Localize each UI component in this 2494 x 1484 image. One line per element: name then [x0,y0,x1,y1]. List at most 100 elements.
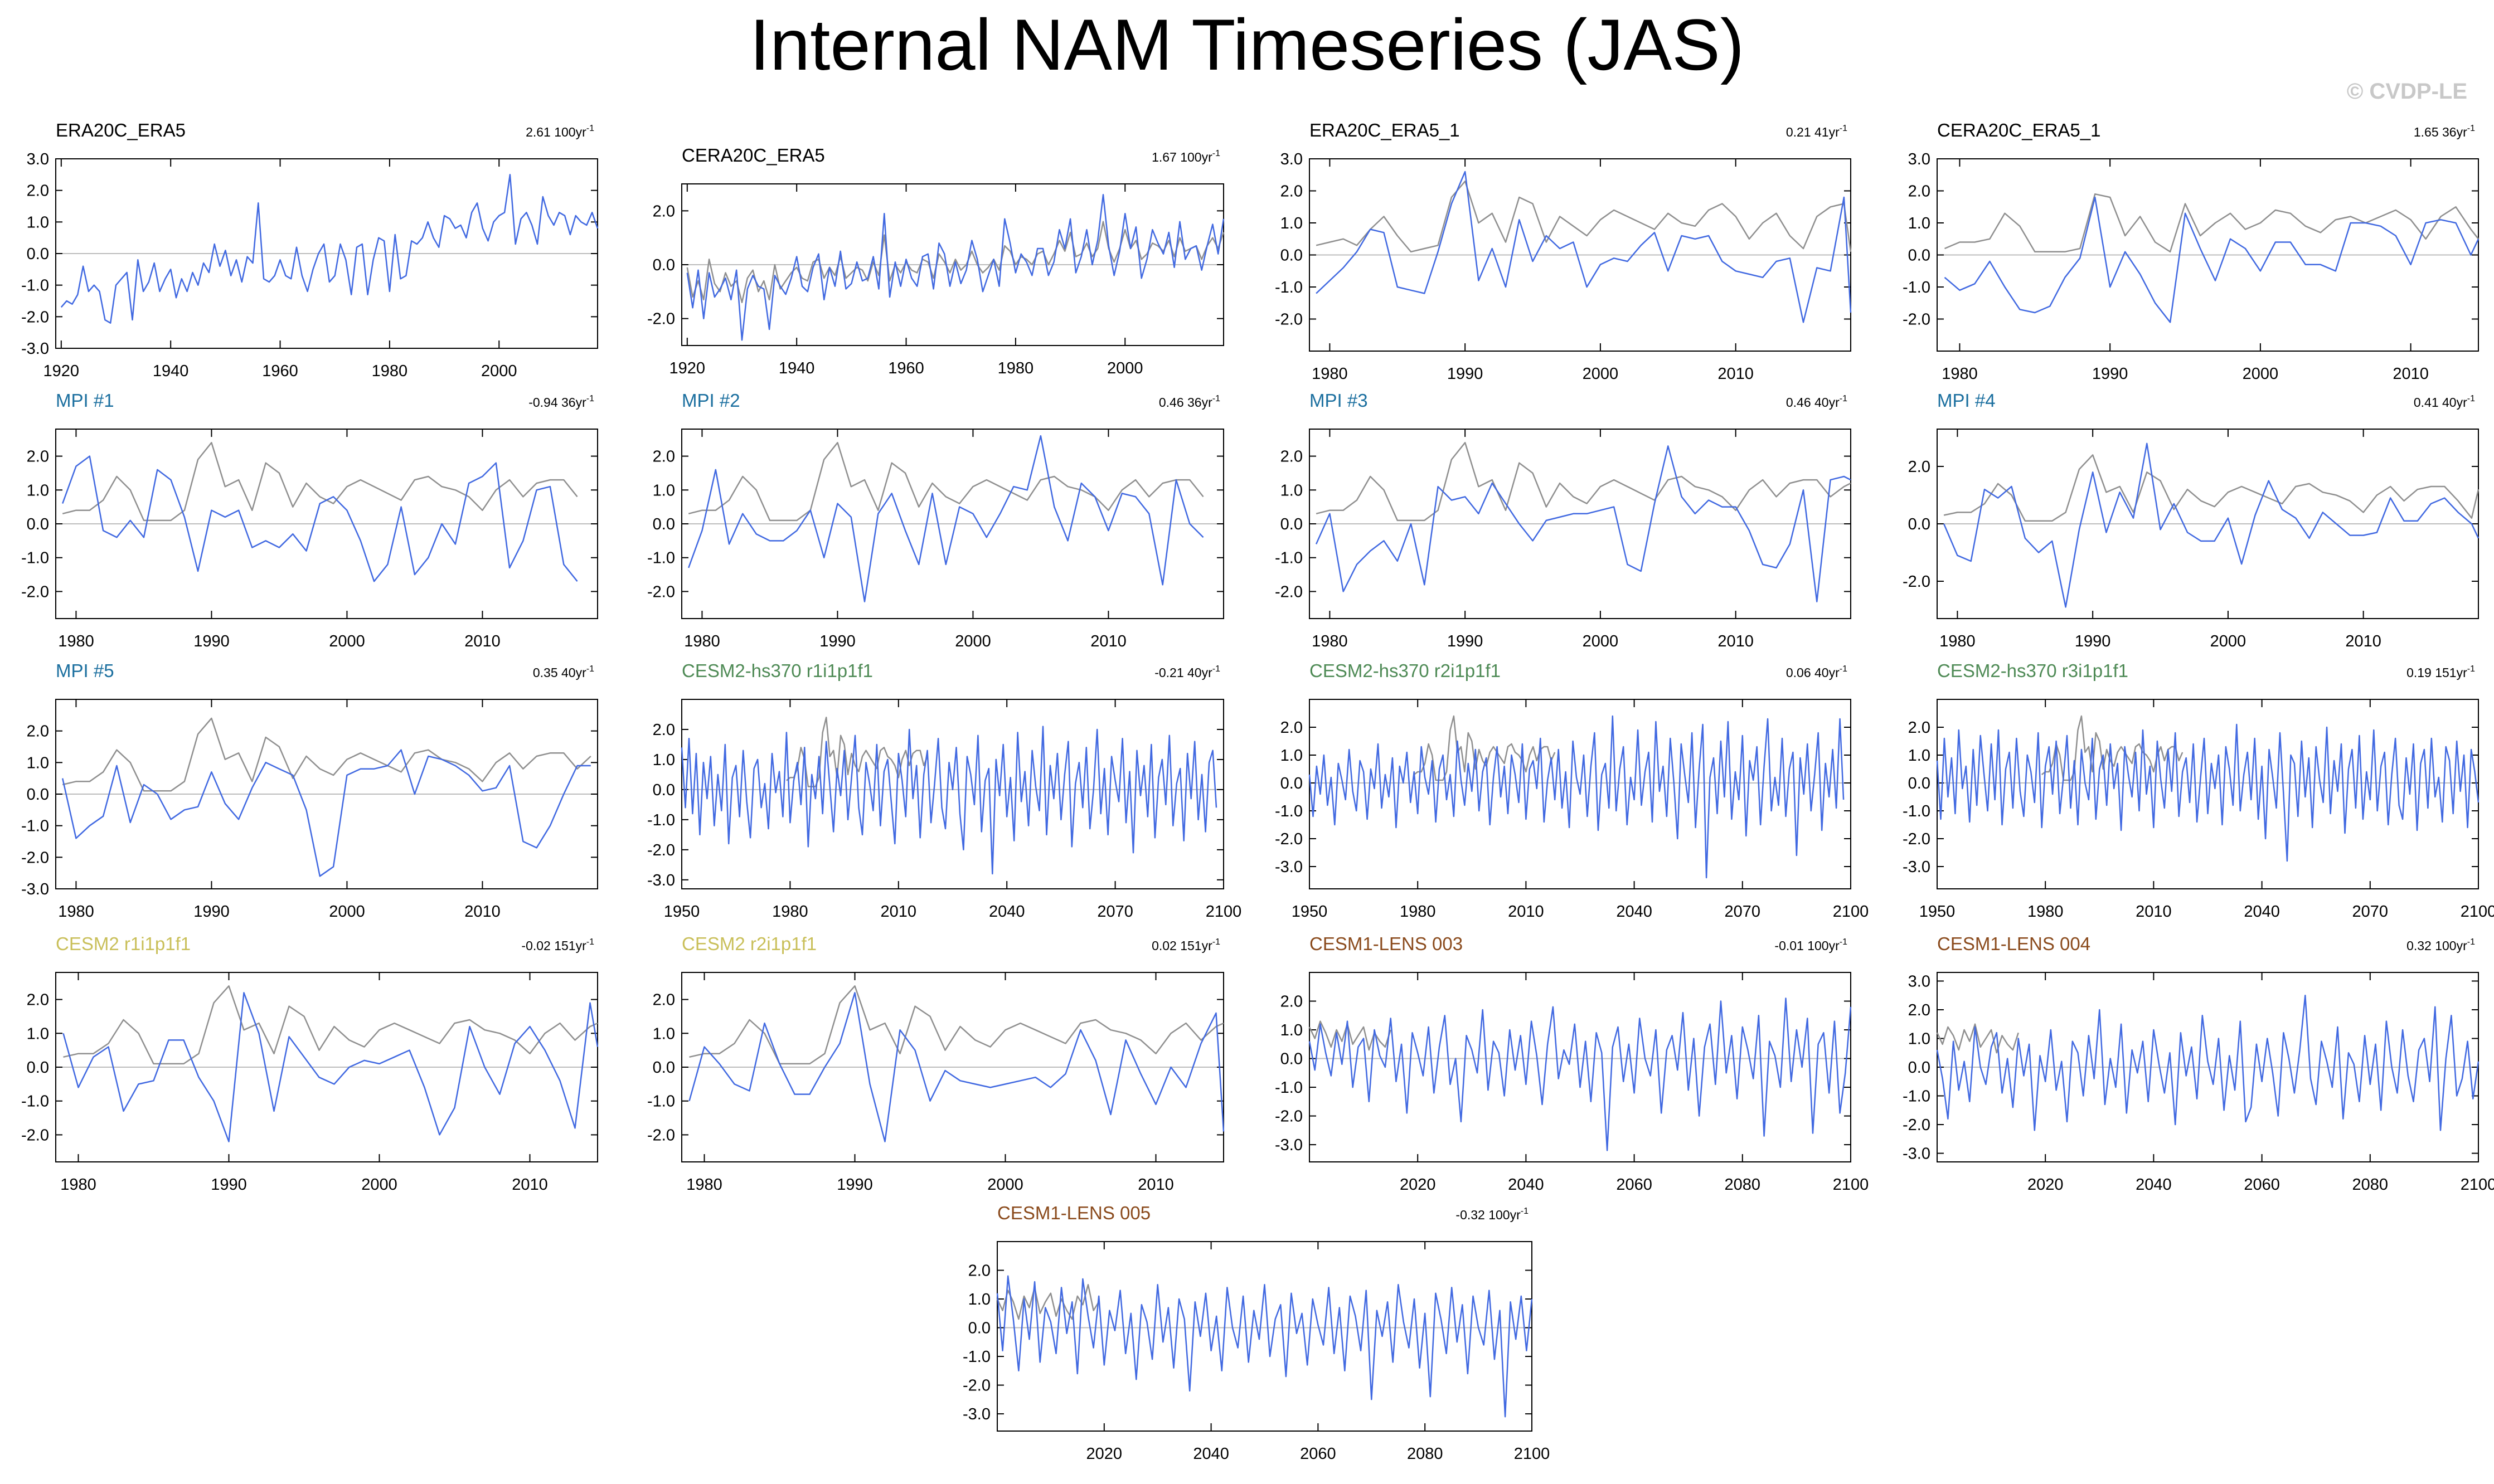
y-tick-label: -1.0 [1903,802,1930,820]
panel-4: CERA20C_ERA5_1 1.65 36yr-1 -2.0 -1.0 0.0 1.0 2… [1903,120,2480,383]
y-tick-label: -1.0 [647,549,675,567]
y-tick-label: 2.0 [653,202,675,220]
y-tick-label: -2.0 [647,583,675,601]
observation-series-line [1308,1020,1391,1051]
x-tick-label: 2010 [1717,365,1754,383]
member-series-line [688,435,1204,602]
y-tick-label: 3.0 [27,150,49,168]
panel-6: MPI #2 0.46 36yr-1 -2.0 -1.0 0.0 1.0 2.0 1980 19… [647,390,1224,650]
trend-unit-superscript: -1 [1840,124,1847,133]
trend-label: 0.32 100yr-1 [2406,937,2475,953]
panel-9: MPI #5 0.35 40yr-1 -3.0 -2.0 -1.0 0.0 1.0 2.0 19… [21,660,598,921]
x-tick-label: 2000 [329,903,365,921]
x-tick-label: 1990 [211,1176,247,1194]
x-tick-label: 1950 [664,903,700,921]
y-tick-label: -2.0 [1903,830,1930,848]
y-tick-label: 0.0 [1908,1059,1930,1077]
y-tick-label: 2.0 [1280,993,1303,1011]
trend-label: -0.21 40yr-1 [1154,664,1220,680]
x-tick-label: 1990 [2075,632,2111,650]
x-tick-label: 2070 [1725,903,1761,921]
y-tick-label: -2.0 [1903,311,1930,329]
x-tick-label: 1980 [684,632,720,650]
member-series-line [62,455,578,582]
trend-label: 0.06 40yr-1 [1786,664,1847,680]
x-tick-label: 2040 [2136,1176,2172,1194]
y-tick-label: 0.0 [653,1059,675,1077]
y-tick-label: -1.0 [1275,549,1303,567]
panel-title: MPI #5 [56,660,114,681]
y-tick-label: 2.0 [27,723,49,741]
y-tick-label: -2.0 [1903,1116,1930,1134]
y-tick-label: -3.0 [21,340,49,358]
y-tick-label: -1.0 [21,818,49,835]
y-tick-label: 0.0 [27,1059,49,1077]
x-tick-label: 2010 [2345,632,2381,650]
x-tick-label: 2000 [2243,365,2279,383]
member-series-line [1944,196,2480,323]
panel-16: CESM1-LENS 004 0.32 100yr-1 -3.0 -2.0 -1.0 0.… [1903,933,2494,1194]
y-tick-label: 1.0 [1280,481,1303,499]
y-tick-label: 0.0 [1908,247,1930,265]
trend-label: -0.32 100yr-1 [1455,1206,1529,1222]
trend-unit-superscript: -1 [2467,664,2475,674]
y-tick-label: -2.0 [647,310,675,328]
x-tick-label: 2010 [1508,903,1544,921]
y-tick-label: 0.0 [27,515,49,533]
x-tick-label: 2040 [1616,903,1652,921]
x-tick-label: 2100 [1514,1445,1550,1463]
trend-unit-superscript: -1 [2467,937,2475,947]
trend-label: 0.35 40yr-1 [533,664,594,680]
y-tick-label: -2.0 [1275,583,1303,601]
x-tick-label: 2000 [2210,632,2246,650]
y-tick-label: 2.0 [27,182,49,200]
y-tick-label: 2.0 [1908,183,1930,201]
panel-title: CESM2 r2i1p1f1 [682,933,817,954]
y-tick-label: -1.0 [963,1348,991,1366]
panel-8: MPI #4 0.41 40yr-1 -2.0 0.0 2.0 1980 1990 2000 2… [1903,390,2480,650]
panel-10: CESM2-hs370 r1i1p1f1 -0.21 40yr-1 -3.0 -2.0… [647,660,1241,921]
y-tick-label: 1.0 [968,1291,991,1308]
x-tick-label: 2000 [1583,632,1619,650]
y-tick-label: 2.0 [1280,448,1303,466]
x-tick-label: 2060 [2244,1176,2280,1194]
x-tick-label: 1980 [60,1176,96,1194]
x-tick-label: 1920 [43,362,80,380]
panel-3: ERA20C_ERA5_1 0.21 41yr-1 -2.0 -1.0 0.0 1.0 2.… [1275,120,1852,383]
member-series-line [1936,723,2480,862]
y-tick-label: -3.0 [1903,858,1930,876]
trend-unit-superscript: -1 [1212,937,1220,947]
plot-frame [1309,972,1851,1162]
x-tick-label: 2020 [2027,1176,2064,1194]
trend-unit-superscript: -1 [1212,394,1220,403]
y-tick-label: -3.0 [647,872,675,889]
y-tick-label: 3.0 [1908,150,1930,168]
observation-series-line [688,442,1204,522]
y-tick-label: 1.0 [27,213,49,231]
x-tick-label: 2100 [2461,1176,2494,1194]
x-tick-label: 2010 [881,903,917,921]
x-tick-label: 1990 [193,903,230,921]
x-tick-label: 2010 [512,1176,548,1194]
x-tick-label: 2100 [1833,903,1869,921]
trend-unit-superscript: -1 [1840,394,1847,403]
y-tick-label: -2.0 [963,1377,991,1395]
trend-label: 1.65 36yr-1 [2414,124,2475,139]
y-tick-label: 0.0 [1280,775,1303,792]
y-tick-label: -3.0 [1903,1145,1930,1163]
panel-14: CESM2 r2i1p1f1 0.02 151yr-1 -2.0 -1.0 0.0 1.0… [647,933,1225,1194]
y-tick-label: 1.0 [27,754,49,772]
y-tick-label: 1.0 [1280,215,1303,232]
y-tick-label: 2.0 [27,991,49,1009]
trend-label: 0.46 40yr-1 [1786,394,1847,410]
y-tick-label: 3.0 [1280,150,1303,168]
x-tick-label: 2000 [987,1176,1023,1194]
y-tick-label: -1.0 [1903,279,1930,296]
y-tick-label: 0.0 [653,781,675,799]
y-tick-label: 1.0 [27,481,49,499]
x-tick-label: 1950 [1919,903,1956,921]
y-tick-label: -3.0 [1275,1136,1303,1154]
x-tick-label: 2070 [1097,903,1133,921]
panel-13: CESM2 r1i1p1f1 -0.02 151yr-1 -2.0 -1.0 0.0 1.… [21,933,599,1194]
trend-unit-superscript: -1 [586,664,594,674]
